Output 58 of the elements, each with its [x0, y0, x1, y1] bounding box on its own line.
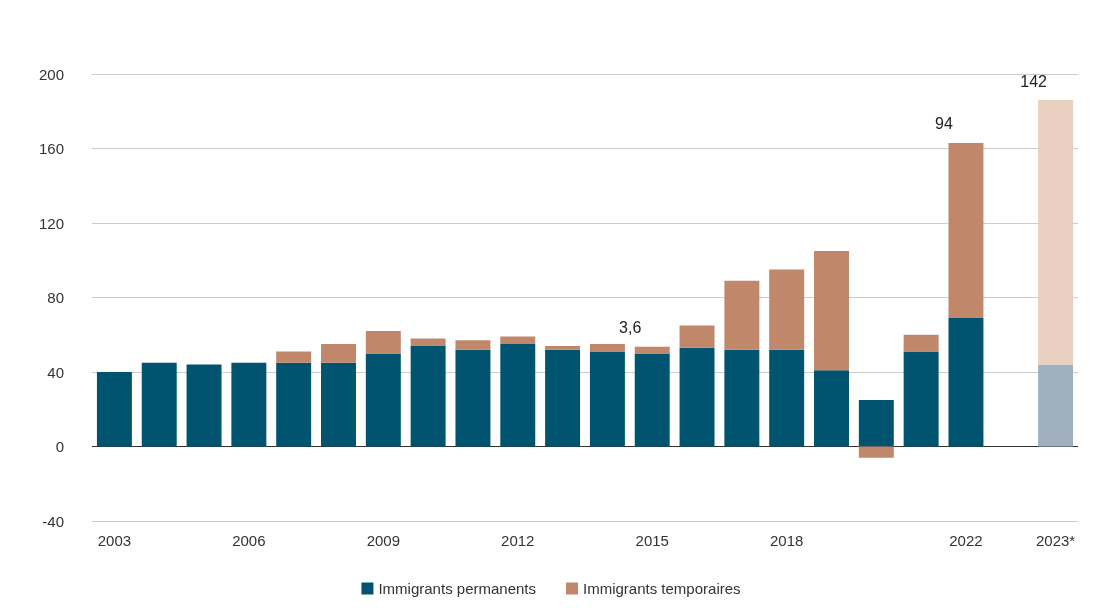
- x-tick-label: 2018: [769, 532, 804, 549]
- bar: [903, 351, 939, 447]
- data-label: 94: [935, 115, 953, 133]
- bar: [948, 142, 984, 318]
- bar: [500, 344, 536, 447]
- x-tick-label: 2022: [949, 532, 983, 549]
- bar: [814, 370, 849, 447]
- bar: [769, 349, 805, 447]
- x-tick-label: 2023*: [1035, 532, 1076, 549]
- y-tick-label: 120: [38, 214, 64, 232]
- y-tick-label: 80: [47, 289, 64, 306]
- data-label: 3,6: [619, 319, 642, 337]
- bar: [276, 351, 312, 363]
- bar: [365, 331, 401, 354]
- bar: [634, 353, 670, 447]
- data-label: 142: [1020, 72, 1048, 90]
- y-tick-label: 0: [55, 438, 64, 455]
- bar: [589, 344, 625, 352]
- bar: [858, 399, 894, 447]
- bar: [455, 349, 491, 447]
- bar: [679, 325, 715, 348]
- x-tick-label: 2012: [501, 532, 535, 549]
- bar: [948, 317, 984, 447]
- y-tick-label: -40: [42, 512, 64, 530]
- bar: [769, 269, 805, 350]
- bar: [141, 362, 177, 447]
- bar: [1038, 100, 1074, 365]
- y-tick-label: 160: [38, 140, 64, 157]
- bar: [589, 351, 625, 447]
- bar: [455, 340, 491, 350]
- bar: [186, 364, 222, 447]
- legend-label: Immigrants temporaires: [583, 580, 741, 597]
- bar: [724, 349, 760, 447]
- bar: [231, 362, 267, 447]
- bar: [410, 338, 446, 346]
- bar: [903, 334, 939, 352]
- bar: [500, 336, 536, 345]
- bar: [679, 347, 715, 447]
- bar: [96, 372, 132, 447]
- bar: [276, 362, 312, 447]
- legend-label: Immigrants permanents: [378, 580, 537, 597]
- bar: [365, 353, 401, 447]
- bar: [634, 346, 670, 354]
- x-tick-label: 2003: [97, 532, 132, 549]
- bar: [321, 362, 356, 447]
- bar: [545, 345, 581, 350]
- bar: [814, 250, 849, 371]
- bar: [410, 345, 446, 447]
- bar: [545, 349, 581, 447]
- bar: [724, 280, 760, 350]
- x-tick-label: 2015: [635, 532, 669, 549]
- bar: [1038, 364, 1074, 447]
- y-tick-label: 200: [38, 65, 64, 83]
- x-tick-label: 2006: [232, 532, 266, 549]
- bar: [321, 344, 356, 363]
- y-tick-label: 40: [47, 363, 64, 381]
- bar: [858, 446, 894, 458]
- x-tick-label: 2009: [366, 532, 401, 549]
